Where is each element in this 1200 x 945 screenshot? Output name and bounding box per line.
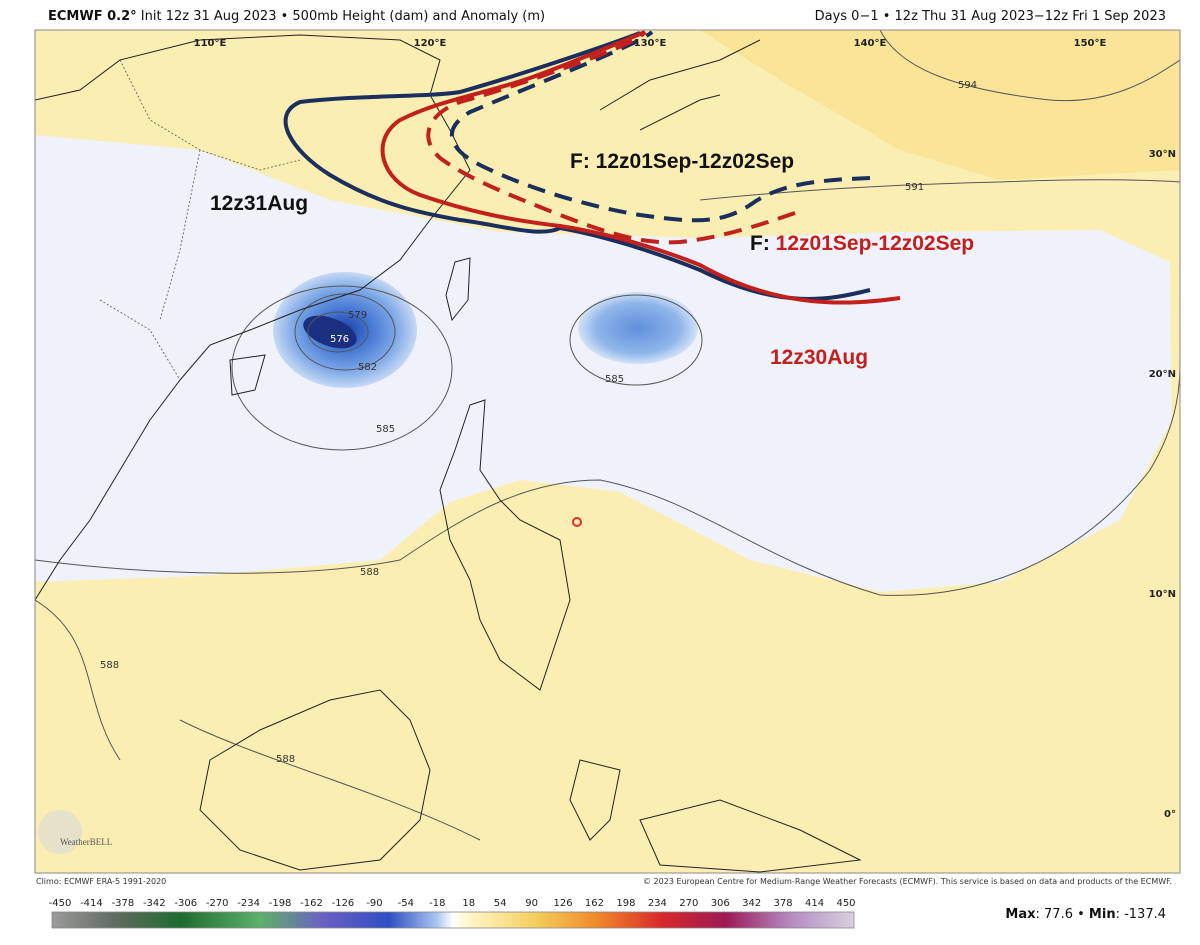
colorbar-label: 126 xyxy=(553,898,572,909)
separator: • xyxy=(1073,907,1089,922)
climo: Climo: ECMWF ERA-5 1991-2020 xyxy=(36,877,166,886)
colorbar-label: -414 xyxy=(80,898,103,909)
island xyxy=(199,689,431,871)
lat-label: 20°N xyxy=(1149,369,1176,380)
anomaly-core xyxy=(303,315,357,349)
contour-label: 576 xyxy=(330,334,349,345)
colorbar-label: -342 xyxy=(143,898,166,909)
contour-label: 588 xyxy=(360,567,379,578)
island xyxy=(439,399,571,691)
colorbar-label: -54 xyxy=(398,898,414,909)
colorbar-label: -270 xyxy=(206,898,229,909)
border xyxy=(99,59,301,381)
contour-label: 585 xyxy=(376,424,395,435)
contour xyxy=(879,30,1180,102)
contour-label: 582 xyxy=(358,362,377,373)
valid-time: Days 0−1 • 12z Thu 31 Aug 2023−12z Fri 1… xyxy=(815,9,1166,24)
colorbar-label: -378 xyxy=(112,898,135,909)
annotation: F: 12z01Sep-12z02Sep xyxy=(750,232,974,255)
colorbar-label: -450 xyxy=(49,898,72,909)
contour-label: 585 xyxy=(605,374,624,385)
colorbar-label: 450 xyxy=(836,898,855,909)
description: Init 12z 31 Aug 2023 • 500mb Height (dam… xyxy=(141,9,545,24)
annotation: 12z30Aug xyxy=(770,346,868,369)
colorbar-label: -306 xyxy=(174,898,197,909)
colorbar-label: 54 xyxy=(494,898,507,909)
colorbar-label: -90 xyxy=(366,898,382,909)
stats: Max: 77.6 • Min: -137.4 xyxy=(1005,907,1166,922)
colorbar-label: 162 xyxy=(585,898,604,909)
island xyxy=(639,799,862,873)
contour xyxy=(231,285,453,451)
map-frame xyxy=(34,29,1181,874)
copyright: © 2023 European Centre for Medium-Range … xyxy=(643,877,1172,886)
model-name: ECMWF 0.2° xyxy=(48,9,137,24)
track-12z31aug xyxy=(283,31,871,301)
annotation-text: 12z01Sep-12z02Sep xyxy=(776,232,974,255)
colorbar-label: 306 xyxy=(711,898,730,909)
contour-label: 588 xyxy=(100,660,119,671)
lon-label: 130°E xyxy=(634,38,667,49)
contour xyxy=(35,599,481,841)
island xyxy=(569,759,621,841)
island xyxy=(445,257,471,322)
lat-label: 10°N xyxy=(1149,589,1176,600)
island xyxy=(229,354,266,396)
annotation: F: 12z01Sep-12z02Sep xyxy=(570,150,794,173)
track-12z30aug xyxy=(380,30,901,305)
low-region xyxy=(35,135,1172,592)
logo-badge xyxy=(38,810,82,854)
colorbar-label: 414 xyxy=(805,898,824,909)
contour xyxy=(294,293,396,371)
high-anomaly xyxy=(700,30,1180,180)
colorbar-label: -198 xyxy=(269,898,292,909)
coastline xyxy=(599,39,761,131)
contour xyxy=(569,294,703,386)
annotation-prefix: F: xyxy=(750,232,770,255)
anomaly-low xyxy=(578,292,698,364)
colorbar-label: 90 xyxy=(525,898,538,909)
track-forecast-navy xyxy=(449,30,871,223)
contour-label: 579 xyxy=(348,310,367,321)
contour xyxy=(699,179,1180,201)
colorbar-labels: -450 -414 -378 -342 -306 -270 -234 -198 -162 -126… xyxy=(49,898,856,909)
location-marker xyxy=(572,517,582,527)
contour-label: 588 xyxy=(276,754,295,765)
header-left: ECMWF 0.2° Init 12z 31 Aug 2023 • 500mb … xyxy=(48,9,545,24)
min-label: Min xyxy=(1089,907,1116,922)
colorbar-label: 270 xyxy=(679,898,698,909)
axis-labels: 110°E 120°E 130°E 140°E 150°E 30°N 20°N 10°N 0° xyxy=(194,38,1176,820)
min-value: : -137.4 xyxy=(1116,907,1166,922)
colorbar-label: 342 xyxy=(742,898,761,909)
colorbar xyxy=(51,911,855,929)
colorbar-label: -18 xyxy=(429,898,445,909)
contour xyxy=(35,359,1180,596)
colorbar-label: -234 xyxy=(237,898,260,909)
contour-label: 594 xyxy=(958,80,977,91)
lon-label: 150°E xyxy=(1074,38,1107,49)
lat-label: 30°N xyxy=(1149,149,1176,160)
colorbar-label: -162 xyxy=(300,898,323,909)
colorbar-label: 378 xyxy=(774,898,793,909)
map xyxy=(35,30,1180,873)
annotation: 12z31Aug xyxy=(210,192,308,215)
colorbar-label: 198 xyxy=(616,898,635,909)
colorbar-label: 234 xyxy=(648,898,667,909)
lon-label: 120°E xyxy=(414,38,447,49)
colorbar-label: 18 xyxy=(462,898,475,909)
lon-label: 140°E xyxy=(854,38,887,49)
coastline xyxy=(35,34,471,601)
logo: WeatherBELL xyxy=(60,837,112,847)
track-forecast-red xyxy=(426,30,796,245)
contour xyxy=(307,311,369,353)
max-label: Max xyxy=(1005,907,1036,922)
colorbar-label: -126 xyxy=(332,898,355,909)
max-value: : 77.6 xyxy=(1036,907,1073,922)
contour-label: 591 xyxy=(905,182,924,193)
lon-label: 110°E xyxy=(194,38,227,49)
lat-label: 0° xyxy=(1164,809,1176,820)
